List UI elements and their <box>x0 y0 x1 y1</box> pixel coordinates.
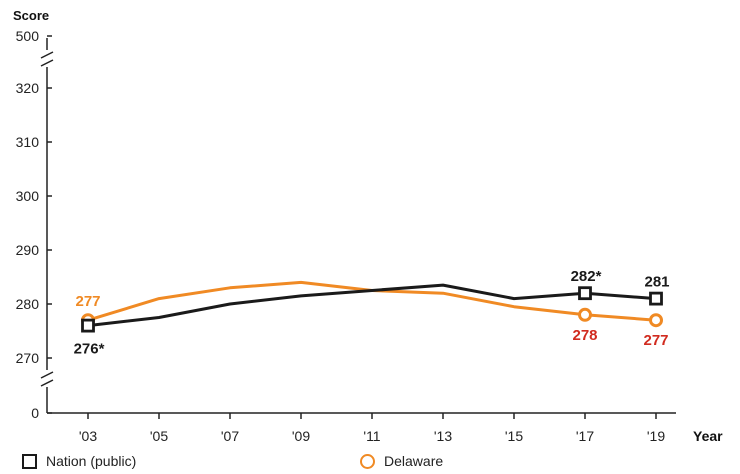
delaware-data-label: 277 <box>643 332 668 349</box>
y-tick-label: 270 <box>16 350 40 366</box>
axis-break-mark <box>40 371 54 379</box>
nation-data-label: 282* <box>571 268 602 285</box>
nation-data-label: 281 <box>644 274 669 291</box>
delaware-point-marker <box>649 313 663 328</box>
legend-delaware: Delaware <box>360 451 443 471</box>
x-axis-title: Year <box>693 428 723 444</box>
y-tick-label: 0 <box>31 405 39 421</box>
x-tick-label: '07 <box>221 428 239 444</box>
square-marker-icon <box>22 453 37 469</box>
nation-point-marker <box>81 318 95 333</box>
x-tick-label: '17 <box>576 428 594 444</box>
delaware-data-label: 278 <box>572 327 597 344</box>
y-tick-label: 310 <box>16 134 40 150</box>
y-tick-label: 320 <box>16 80 40 96</box>
x-tick-label: '03 <box>79 428 97 444</box>
nation-series-line <box>87 283 657 328</box>
nation-point-marker <box>649 291 663 306</box>
legend-delaware-label: Delaware <box>384 453 444 469</box>
y-tick-label: 500 <box>16 28 40 44</box>
x-tick-label: '15 <box>505 428 523 444</box>
x-tick-label: '13 <box>434 428 452 444</box>
delaware-point-marker <box>578 307 592 322</box>
x-tick-label: '09 <box>292 428 310 444</box>
x-tick-label: '05 <box>150 428 168 444</box>
legend-nation: Nation (public) <box>22 451 136 471</box>
axis-break-mark <box>40 51 54 59</box>
y-tick-label: 290 <box>16 242 40 258</box>
x-tick-label: '11 <box>363 428 380 444</box>
nation-point-marker <box>578 286 592 301</box>
legend-nation-label: Nation (public) <box>46 453 137 469</box>
circle-marker-icon <box>360 453 375 469</box>
axis-break-mark <box>40 59 54 67</box>
x-tick-label: '19 <box>647 428 665 444</box>
y-tick-label: 300 <box>16 188 40 204</box>
y-axis-title: Score <box>13 8 49 23</box>
y-tick-label: 280 <box>16 296 40 312</box>
axis-break-mark <box>40 379 54 387</box>
delaware-data-label: 277 <box>75 293 100 310</box>
nation-data-label: 276* <box>74 341 105 358</box>
